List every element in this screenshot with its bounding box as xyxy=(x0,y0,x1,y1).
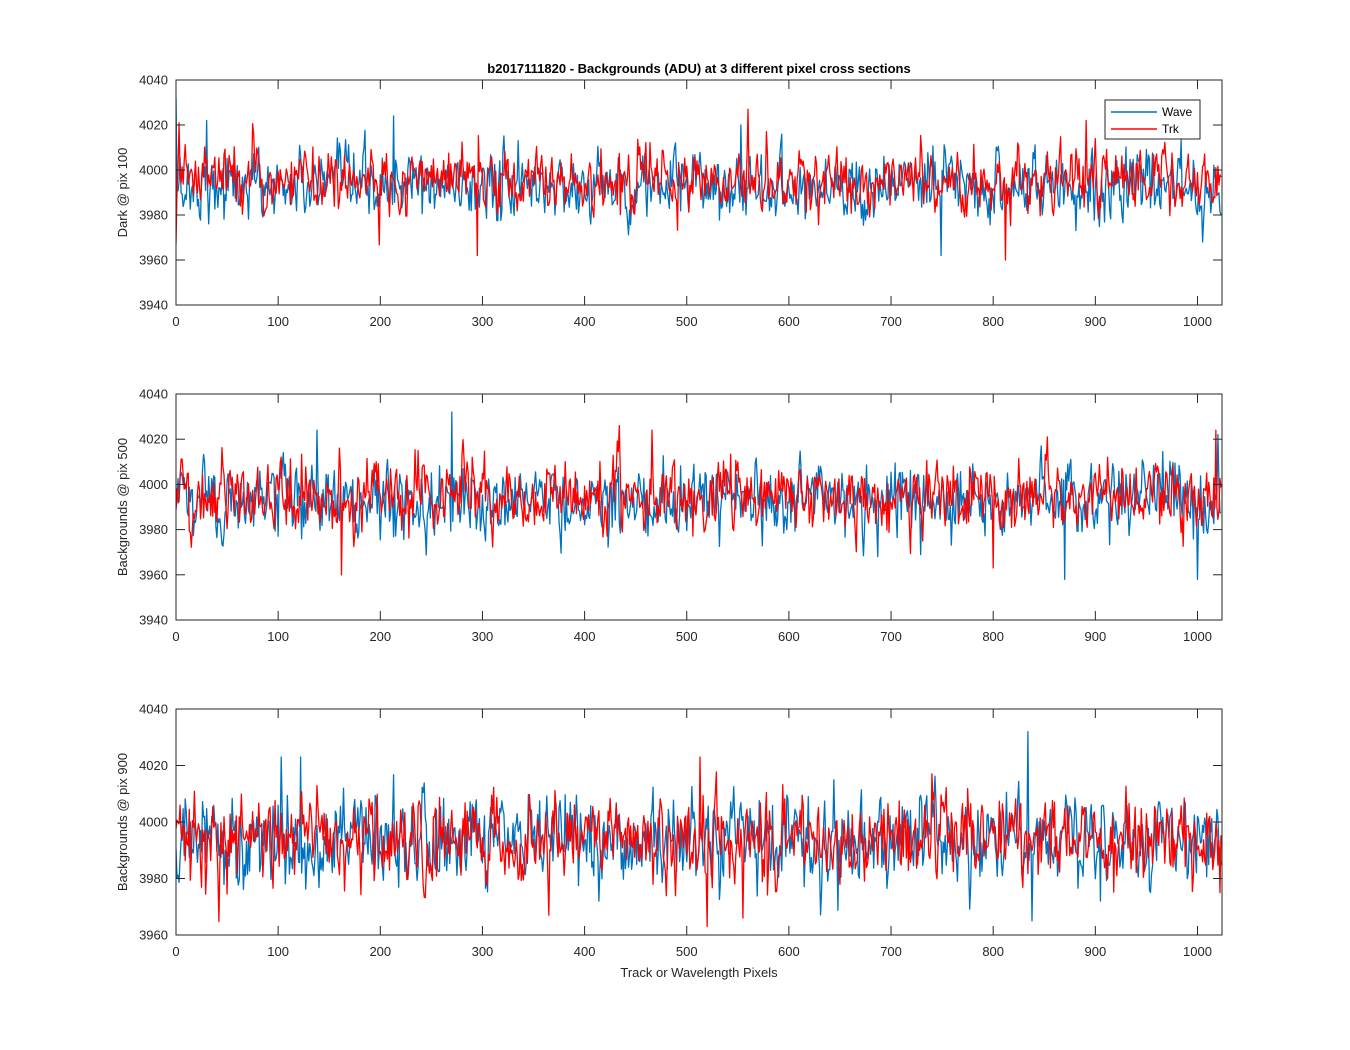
series-line-trk xyxy=(176,424,1222,576)
y-tick-label: 3960 xyxy=(139,253,168,268)
x-tick-label: 400 xyxy=(574,944,596,959)
panels: 0 100 200 300 400 500 600 700 800 900 100039403960… xyxy=(115,73,1223,959)
y-tick-label: 3960 xyxy=(139,567,168,582)
x-tick-label: 600 xyxy=(778,314,800,329)
x-tick-label: 300 xyxy=(472,944,494,959)
x-tick-label: 700 xyxy=(880,944,902,959)
x-tick-label: 300 xyxy=(472,314,494,329)
y-tick-label: 4000 xyxy=(139,163,168,178)
x-tick-label: 200 xyxy=(369,314,391,329)
y-tick-label: 3940 xyxy=(139,613,168,628)
x-tick-label: 500 xyxy=(676,629,698,644)
x-axis-label: Track or Wavelength Pixels xyxy=(620,965,778,980)
y-tick-label: 3940 xyxy=(139,298,168,313)
y-tick-label: 3980 xyxy=(139,522,168,537)
y-tick-label: 4020 xyxy=(139,432,168,447)
y-tick-label: 3980 xyxy=(139,208,168,223)
panel-3: 0 100 200 300 400 500 600 700 800 900 1000 3960 3980… xyxy=(115,702,1223,959)
x-tick-label: 1000 xyxy=(1183,944,1212,959)
y-tick-label: 4040 xyxy=(139,702,168,717)
y-tick-label: 4040 xyxy=(139,387,168,402)
legend-box xyxy=(1104,99,1201,140)
panel-2: 0 100 200 300 400 500 600 700 800 900 1000 3940 3960… xyxy=(115,387,1223,644)
x-tick-label: 900 xyxy=(1084,314,1106,329)
x-tick-label: 100 xyxy=(267,944,289,959)
y-tick-label: 3960 xyxy=(139,928,168,943)
y-tick-label: 4000 xyxy=(139,477,168,492)
x-tick-label: 300 xyxy=(472,629,494,644)
y-axis-label: Backgrounds @ pix 500 xyxy=(115,438,130,576)
x-tick-label: 0 xyxy=(172,629,179,644)
x-tick-label: 900 xyxy=(1084,629,1106,644)
x-tick-label: 800 xyxy=(982,629,1004,644)
x-tick-label: 200 xyxy=(369,944,391,959)
legend-label-wave: Wave xyxy=(1162,105,1193,119)
axes-frame xyxy=(175,79,1223,306)
chart-title: b2017111820 - Backgrounds (ADU) at 3 dif… xyxy=(487,61,910,76)
series-line-trk xyxy=(176,756,1222,928)
x-tick-label: 600 xyxy=(778,629,800,644)
x-tick-label: 400 xyxy=(574,314,596,329)
x-tick-label: 200 xyxy=(369,629,391,644)
x-tick-label: 100 xyxy=(267,629,289,644)
x-tick-label: 800 xyxy=(982,944,1004,959)
x-tick-label: 600 xyxy=(778,944,800,959)
x-tick-label: 800 xyxy=(982,314,1004,329)
x-tick-label: 700 xyxy=(880,629,902,644)
x-tick-label: 400 xyxy=(574,629,596,644)
legend: Wave Trk xyxy=(1104,99,1201,140)
legend-label-trk: Trk xyxy=(1162,122,1180,136)
y-tick-label: 3980 xyxy=(139,871,168,886)
x-tick-label: 1000 xyxy=(1183,314,1212,329)
y-axis-label: Backgrounds @ pix 900 xyxy=(115,753,130,891)
x-tick-label: 1000 xyxy=(1183,629,1212,644)
y-tick-label: 4020 xyxy=(139,758,168,773)
panel-1: 0 100 200 300 400 500 600 700 800 900 1000 3940 3960… xyxy=(115,73,1223,329)
x-tick-label: 0 xyxy=(172,944,179,959)
x-tick-label: 500 xyxy=(676,944,698,959)
x-tick-label: 900 xyxy=(1084,944,1106,959)
y-tick-label: 4020 xyxy=(139,118,168,133)
y-tick-label: 4000 xyxy=(139,815,168,830)
y-axis-label: Dark @ pix 100 xyxy=(115,148,130,238)
y-tick-label: 4040 xyxy=(139,73,168,88)
x-tick-label: 100 xyxy=(267,314,289,329)
series-line-trk xyxy=(176,108,1222,261)
x-tick-label: 700 xyxy=(880,314,902,329)
x-tick-label: 500 xyxy=(676,314,698,329)
axes-frame xyxy=(175,393,1223,621)
x-tick-label: 0 xyxy=(172,314,179,329)
